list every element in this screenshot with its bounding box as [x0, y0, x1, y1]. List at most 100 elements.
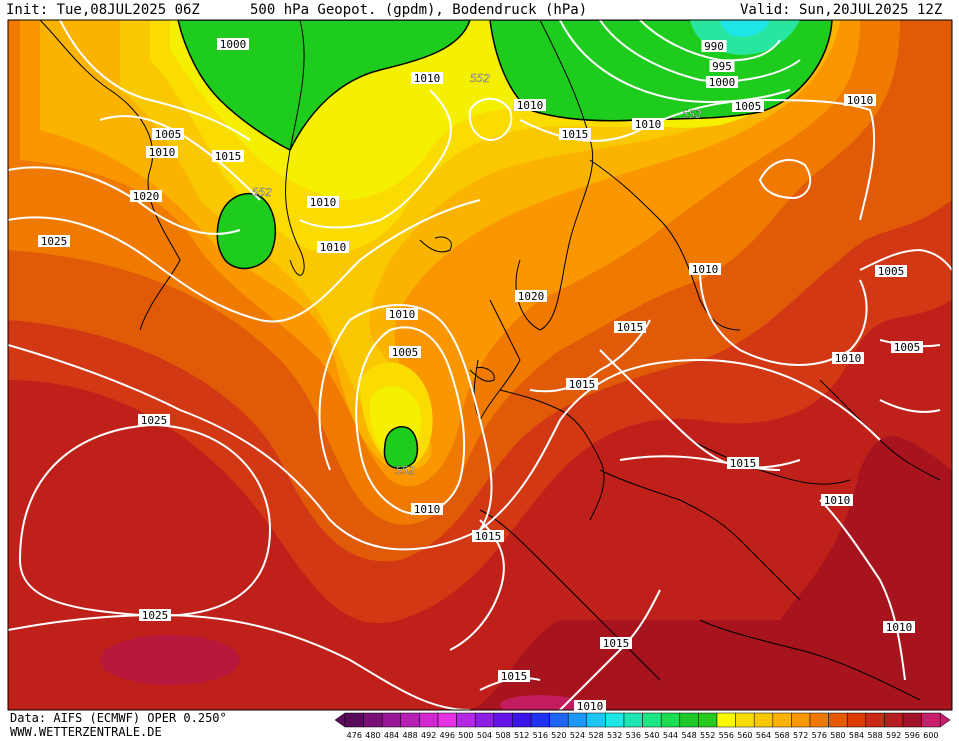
isobar-label-bg	[732, 100, 764, 112]
geopotential-label: 552	[395, 464, 415, 477]
legend-value: 508	[495, 731, 510, 740]
isobar-label: 1005	[894, 341, 921, 354]
isobar-label: 1015	[617, 321, 644, 334]
legend-value: 544	[663, 731, 678, 740]
isobar-label: 1025	[141, 414, 168, 427]
isobar-label-bg	[559, 128, 591, 140]
legend-value: 512	[514, 731, 529, 740]
legend-value: 596	[905, 731, 920, 740]
legend-value: 524	[570, 731, 585, 740]
legend-value: 500	[458, 731, 473, 740]
isobar-label: 1020	[518, 290, 545, 303]
isobar-label: 1015	[475, 530, 502, 543]
isobar-label-bg	[706, 76, 738, 88]
legend-arrow-left	[334, 712, 346, 728]
legend-swatch	[456, 712, 476, 728]
legend-value: 552	[700, 731, 715, 740]
isobar-label: 1015	[569, 378, 596, 391]
isobar-label-bg	[566, 378, 598, 390]
isobar-label-bg	[832, 352, 864, 364]
isobar-label: 990	[704, 40, 724, 53]
isobar-label: 1010	[149, 146, 176, 159]
legend-swatch	[549, 712, 569, 728]
isobar-label-bg	[212, 150, 244, 162]
legend-value: 560	[737, 731, 752, 740]
isobar-label: 1010	[414, 72, 441, 85]
isobar-label-bg	[472, 530, 504, 542]
legend-value: 540	[644, 731, 659, 740]
geopotential-label: 552	[682, 108, 702, 121]
isobar-label-bg	[411, 503, 443, 515]
isobar-label-bg	[515, 290, 547, 302]
color-legend: 476 480 484 488 492 496 500 504 508 512 516 520 524 5…	[334, 712, 951, 740]
legend-value: 576	[812, 731, 827, 740]
data-source: Data: AIFS (ECMWF) OPER 0.250°	[10, 711, 227, 725]
legend-value: 580	[830, 731, 845, 740]
legend-swatch	[660, 712, 681, 728]
isobar-label-bg	[701, 40, 727, 52]
valid-time: Valid: Sun,20JUL2025 12Z	[740, 2, 943, 18]
legend-swatch	[865, 712, 885, 728]
isobar-label: 995	[712, 60, 732, 73]
isobar-label-bg	[574, 700, 606, 712]
legend-swatch	[512, 712, 532, 728]
legend-swatch	[698, 712, 718, 728]
legend-swatch	[605, 712, 625, 728]
isobar-label: 1015	[501, 670, 528, 683]
legend-value: 536	[626, 731, 641, 740]
isobar-label-bg	[139, 609, 171, 621]
legend-swatch	[902, 712, 922, 728]
legend-swatch	[567, 712, 588, 728]
isobar-label: 1010	[517, 99, 544, 112]
legend-swatch	[400, 712, 420, 728]
isobar-label-bg	[317, 241, 349, 253]
isobar-label-bg	[146, 146, 178, 158]
legend-swatch	[828, 712, 848, 728]
isobar-label-bg	[307, 196, 339, 208]
isobar-label-bg	[883, 621, 915, 633]
legend-swatch	[530, 712, 550, 728]
isobar-label-bg	[727, 457, 759, 469]
isobar-label-bg	[709, 60, 735, 72]
isobar-label: 1010	[886, 621, 913, 634]
isobar-label: 1025	[41, 235, 68, 248]
isobar-label-bg	[411, 72, 443, 84]
isobar-label: 1020	[133, 190, 160, 203]
isobar-label: 1010	[635, 118, 662, 131]
isobar-label: 1005	[155, 128, 182, 141]
isobar-label: 1005	[392, 346, 419, 359]
isobar-label: 1010	[692, 263, 719, 276]
legend-swatch	[735, 712, 755, 728]
legend-swatch	[716, 712, 736, 728]
legend-value: 588	[867, 731, 882, 740]
legend-swatch	[623, 712, 643, 728]
legend-value: 504	[477, 731, 492, 740]
isobar-label-bg	[632, 118, 664, 130]
legend-swatch	[363, 712, 383, 728]
isobar-label: 1010	[414, 503, 441, 516]
isobar-label-bg	[138, 414, 170, 426]
map-title: 500 hPa Geopot. (gpdm), Bodendruck (hPa)	[250, 2, 588, 18]
legend-value: 532	[607, 731, 622, 740]
geopotential-label: 552	[470, 72, 490, 85]
isobar-label: 1005	[735, 100, 762, 113]
isobar-label: 1015	[603, 637, 630, 650]
isobar-label-bg	[152, 128, 184, 140]
isobar-label-bg	[600, 637, 632, 649]
isobar-label: 1000	[220, 38, 247, 51]
isobar-label-bg	[386, 308, 418, 320]
legend-swatch	[381, 712, 402, 728]
isobar-label-bg	[891, 341, 923, 353]
legend-arrow-right	[939, 712, 951, 728]
isobar-label: 1015	[730, 457, 757, 470]
legend-swatch	[679, 712, 699, 728]
isobar-label: 1010	[310, 196, 337, 209]
legend-swatch	[772, 712, 792, 728]
isobar-label-bg	[821, 494, 853, 506]
legend-value: 496	[440, 731, 455, 740]
legend-value: 556	[719, 731, 734, 740]
isobar-label-bg	[689, 263, 721, 275]
isobar-label: 1010	[835, 352, 862, 365]
geopotential-label: 552	[252, 186, 272, 199]
